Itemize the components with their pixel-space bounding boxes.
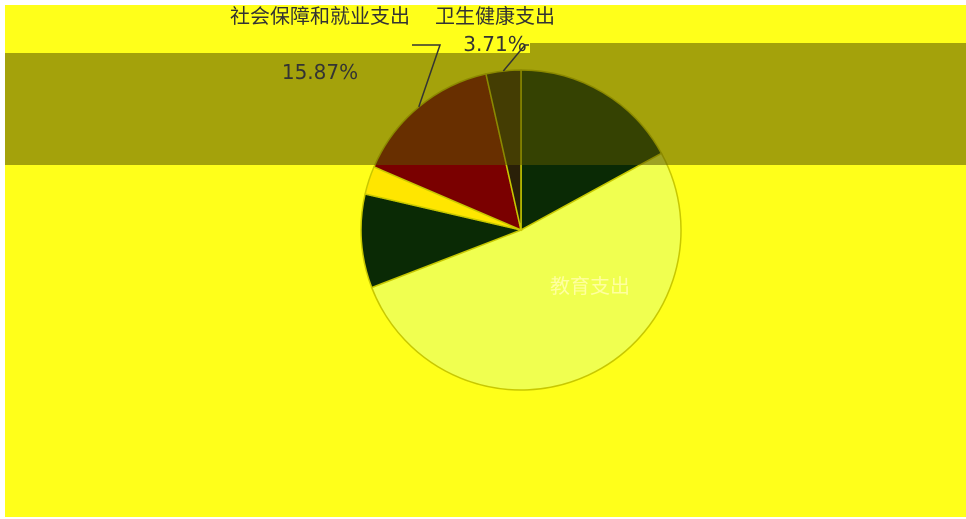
pie-slice bbox=[360, 193, 524, 289]
slice-label: 卫生健康支出 bbox=[435, 4, 555, 28]
overlay-band bbox=[530, 43, 966, 53]
leader-line bbox=[502, 44, 529, 72]
leader-line bbox=[412, 44, 442, 108]
leaders bbox=[412, 44, 529, 108]
slice-label: 教育支出 bbox=[550, 274, 630, 298]
slice-value-label: 15.87% bbox=[281, 60, 359, 84]
slice-label: 社会保障和就业支出 bbox=[230, 4, 410, 28]
slice-value-label: 3.71% bbox=[463, 32, 527, 56]
overlay-band bbox=[5, 53, 966, 165]
pie-slice bbox=[370, 152, 682, 391]
